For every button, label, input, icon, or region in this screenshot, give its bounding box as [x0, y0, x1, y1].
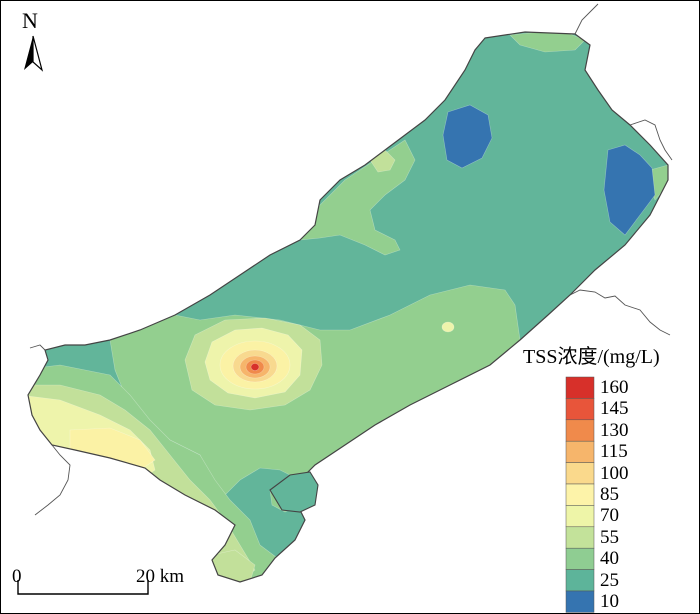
legend-level-label: 40: [600, 548, 619, 570]
legend-title: TSS浓度/(mg/L): [523, 346, 660, 368]
legend-swatch: [565, 376, 595, 399]
legend-level-label: 85: [600, 484, 619, 505]
legend-swatch: [565, 398, 595, 421]
island-lobe: [269, 471, 319, 513]
legend-swatch: [565, 526, 595, 549]
legend-level-label: 25: [600, 569, 619, 591]
legend-swatch: [565, 569, 595, 592]
legend-swatch: [565, 462, 595, 485]
legend-level-label: 115: [600, 441, 628, 463]
legend-swatch: [565, 483, 595, 506]
north-arrow-icon: [24, 35, 44, 72]
legend-swatch: [565, 505, 595, 528]
legend-level-label: 130: [600, 419, 629, 441]
legend-swatch: [565, 547, 595, 570]
legend-level-label: 55: [600, 526, 619, 548]
legend-color-boxes: [565, 376, 595, 613]
legend-level-label: 145: [600, 398, 629, 420]
legend-swatch: [565, 590, 595, 613]
scale-bar: [17, 580, 149, 595]
legend-swatch: [565, 440, 595, 463]
scale-start-label: 0: [12, 566, 22, 587]
scale-end-label: 20 km: [136, 566, 185, 587]
coastline-lines: [29, 3, 673, 516]
legend-level-label: 70: [600, 505, 619, 527]
legend-level-label: 160: [600, 377, 629, 398]
legend-level-label: 10: [600, 591, 619, 612]
legend-swatch: [565, 419, 595, 442]
north-label: N: [22, 8, 38, 33]
legend-level-label: 100: [600, 462, 629, 484]
